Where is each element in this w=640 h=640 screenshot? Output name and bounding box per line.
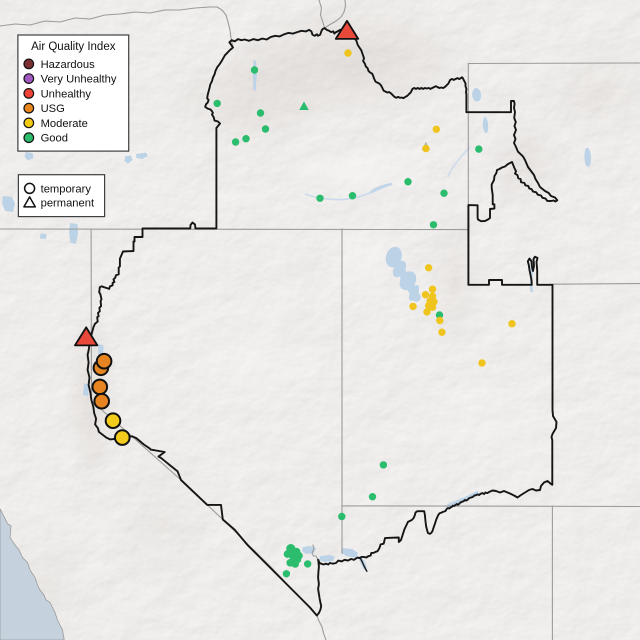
svg-text:permanent: permanent — [41, 197, 95, 209]
svg-text:Air Quality Index: Air Quality Index — [31, 41, 116, 53]
svg-text:Good: Good — [41, 133, 68, 145]
svg-text:Hazardous: Hazardous — [41, 59, 96, 71]
svg-text:Moderate: Moderate — [41, 118, 88, 130]
svg-text:Unhealthy: Unhealthy — [41, 88, 92, 100]
svg-text:temporary: temporary — [41, 183, 92, 195]
svg-text:USG: USG — [41, 103, 65, 115]
svg-text:Very Unhealthy: Very Unhealthy — [41, 74, 117, 86]
